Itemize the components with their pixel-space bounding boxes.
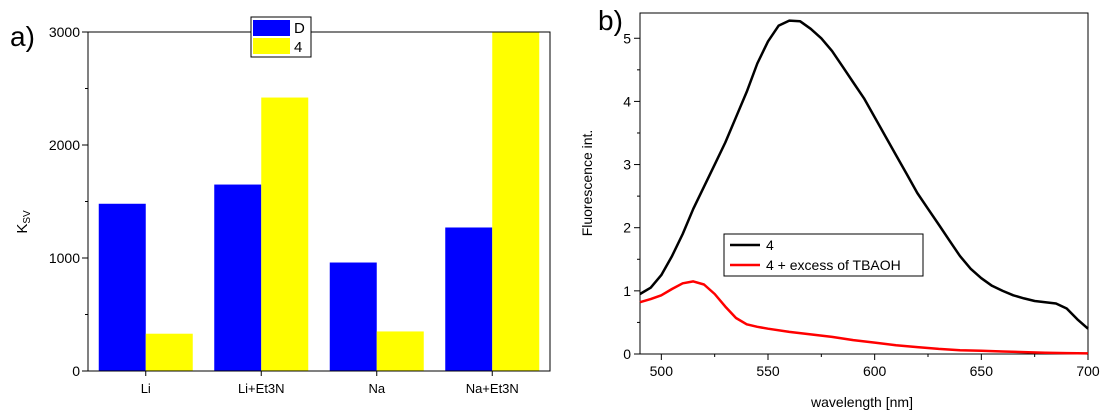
y-axis-label: Fluorescence int. [579,130,595,237]
plot-frame [639,12,1089,355]
y-axis-label: KSV [14,210,33,234]
series-line-4 [639,19,1089,330]
x-tick-label: 550 [756,363,780,379]
legend-label-4-tbaoh: 4 + excess of TBAOH [766,257,901,273]
legend: D 4 [250,16,312,58]
bar-4-na [376,331,424,371]
legend-frame [723,233,924,277]
axis-ticks: 500 550 600 650 700 0 1 2 3 4 5 [623,30,1100,379]
y-tick-label: 5 [623,30,631,46]
panel-a-label: a) [10,21,35,52]
x-tick-label: Li [141,381,151,396]
axis-ticks: Li Li+Et3N Na Na+Et3N 0 1000 2000 3000 [49,24,519,396]
y-tick-label: 0 [623,346,631,362]
bars [98,32,540,371]
x-tick-label: Na [368,381,385,396]
y-tick-label: 3 [623,157,631,173]
y-tick-label: 2 [623,220,631,236]
bar-d-li [98,203,146,371]
legend-label-d: D [294,20,305,37]
x-tick-label: 500 [650,363,674,379]
bar-d-na-et3n [445,227,493,371]
bar-d-na [329,262,377,371]
x-tick-label: 650 [970,363,994,379]
y-tick-label: 1 [623,283,631,299]
legend-label-4: 4 [294,39,302,56]
x-tick-label: 700 [1076,363,1100,379]
y-tick-label: 1000 [49,250,80,266]
bar-4-na-et3n [492,32,540,371]
series-lines [639,19,1089,355]
x-tick-label: Li+Et3N [238,381,285,396]
x-axis-label: wavelength [nm] [810,394,913,410]
legend-swatch-d [253,20,290,36]
y-tick-label: 2000 [49,137,80,153]
panel-b-label: b) [598,5,623,36]
y-tick-label: 4 [623,93,631,109]
x-tick-label: Na+Et3N [466,381,519,396]
series-line-4-excess-of-tbaoh [639,280,1089,355]
x-tick-label: 600 [863,363,887,379]
legend-label-4: 4 [766,237,774,253]
legend-swatch-4 [253,38,290,54]
y-tick-label: 0 [72,363,80,379]
bar-4-li [145,333,193,371]
bar-4-li-et3n [261,97,309,371]
bar-chart: Li Li+Et3N Na Na+Et3N 0 1000 2000 3000 KSV D 4 [14,16,551,396]
y-tick-label: 3000 [49,24,80,40]
bar-d-li-et3n [214,184,262,371]
legend: 4 4 + excess of TBAOH [723,233,924,277]
